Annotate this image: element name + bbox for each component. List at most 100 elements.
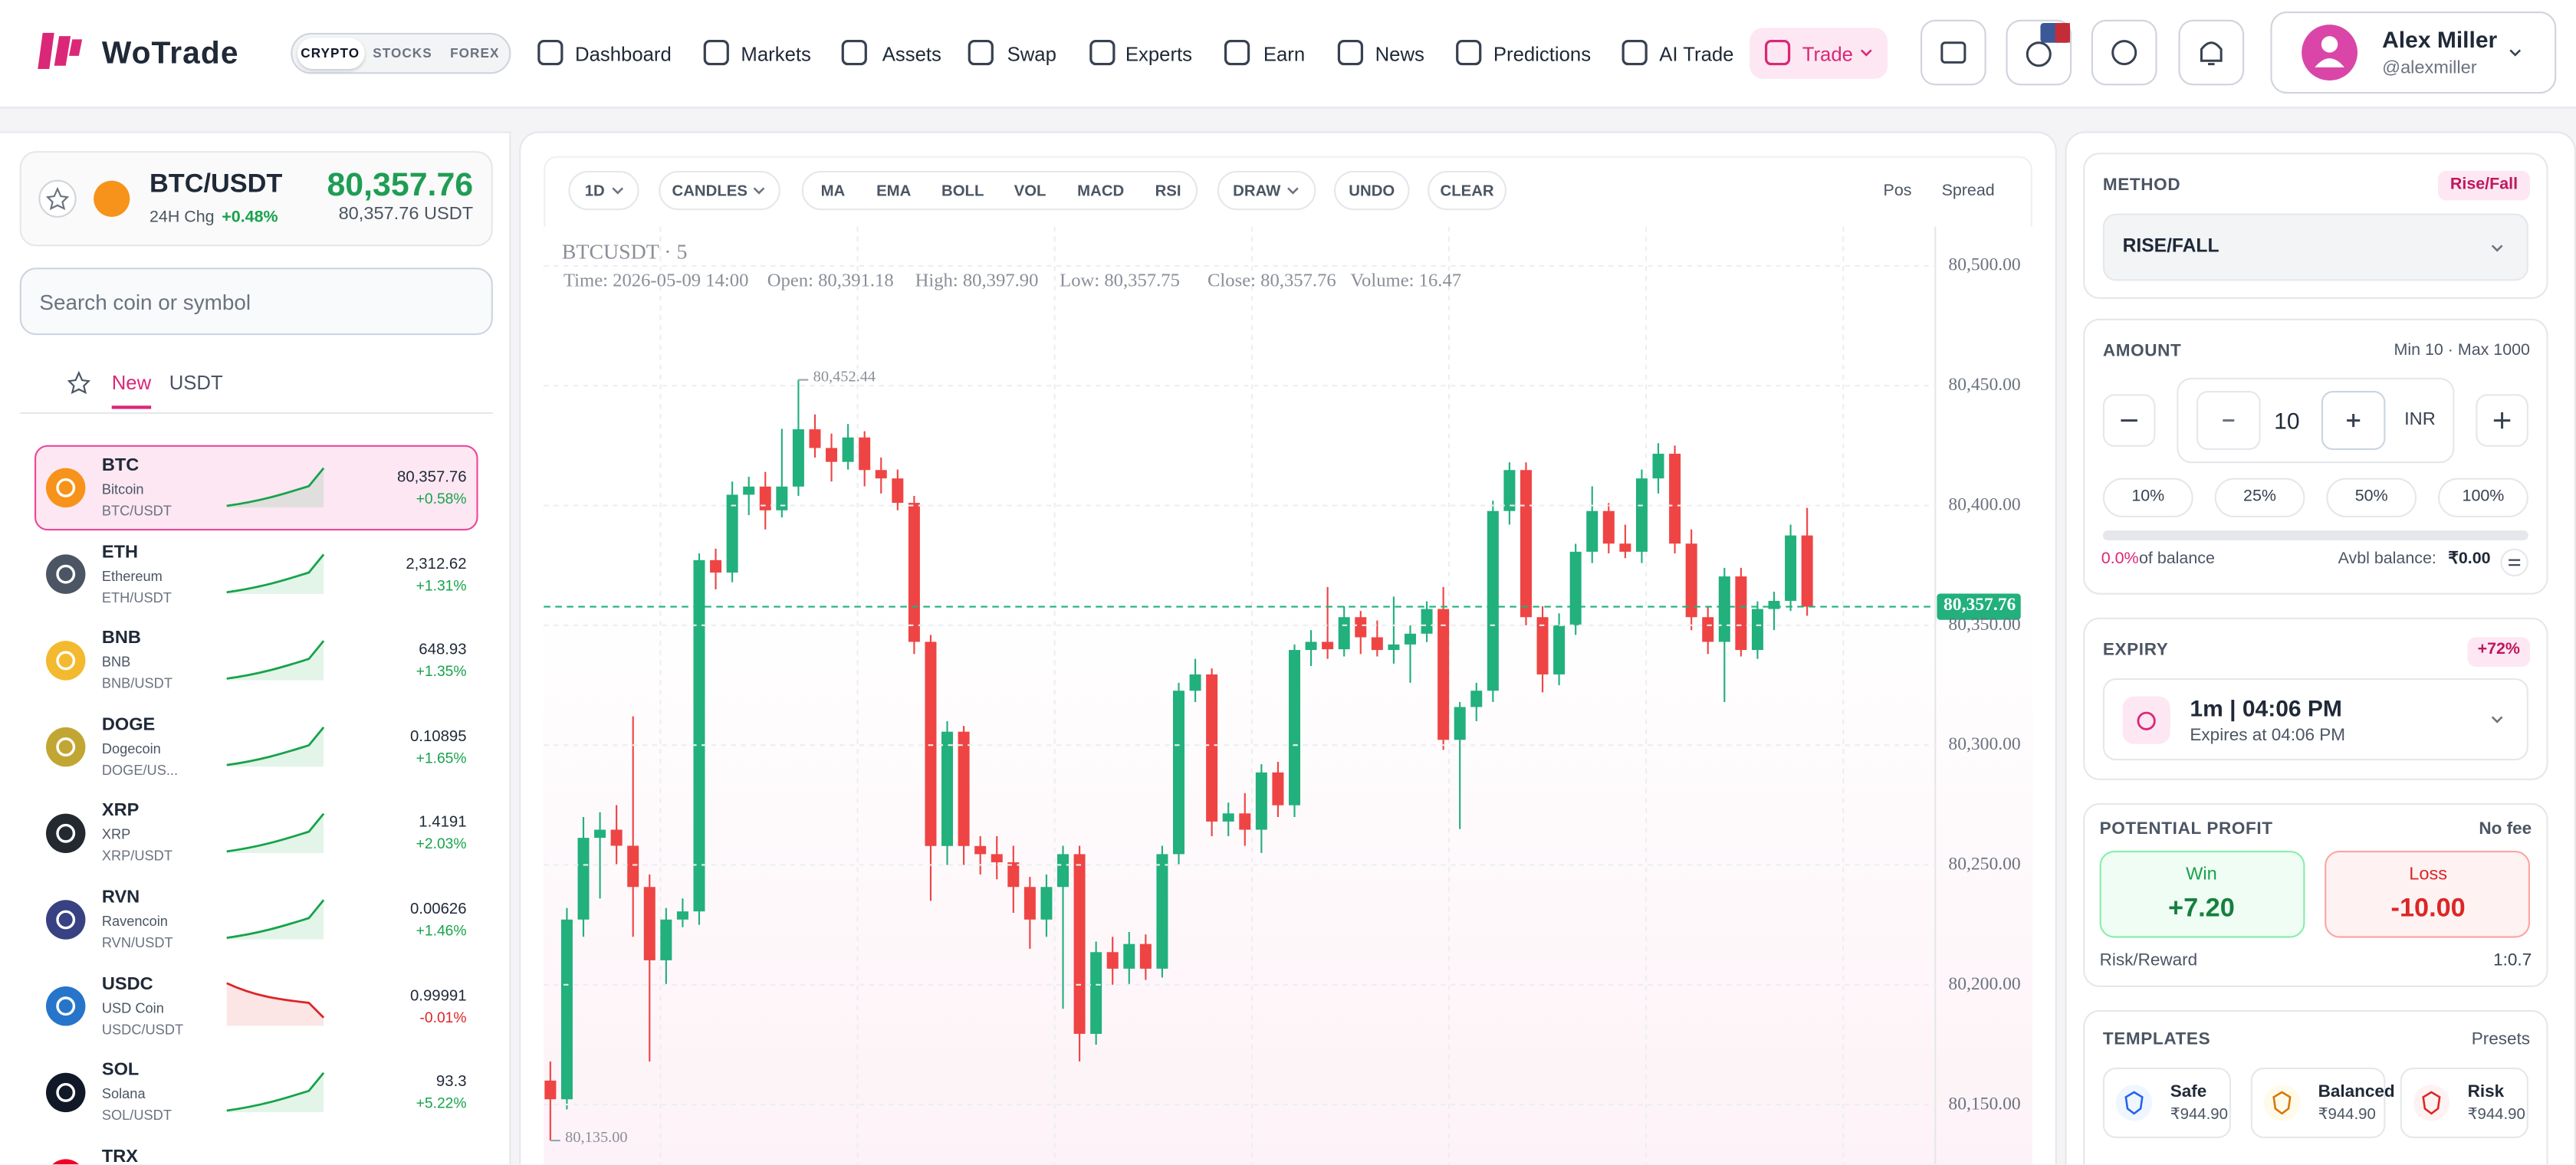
change-label: 24H Chg	[150, 208, 215, 227]
percent-button[interactable]	[2326, 477, 2417, 517]
toolbar-button[interactable]	[1217, 170, 1316, 211]
chart-area	[544, 226, 2032, 1165]
y-tick-label: 80,400.00	[1948, 494, 2021, 515]
balance-slider[interactable]	[2102, 530, 2528, 540]
nav-link[interactable]: Predictions	[1493, 41, 1592, 65]
expiry-select[interactable]	[2102, 678, 2528, 761]
indicator[interactable]: MA	[820, 182, 846, 200]
coin-pair: ETH/USDT	[101, 588, 172, 605]
method-select[interactable]	[2102, 213, 2528, 281]
template-card[interactable]	[2400, 1067, 2528, 1138]
percent-button[interactable]	[2438, 477, 2528, 517]
list-tab[interactable]: New	[111, 371, 152, 395]
coin-pair: USDC/USDT	[101, 1020, 184, 1037]
template-card[interactable]	[2250, 1067, 2386, 1138]
nav-link[interactable]: Experts	[1125, 41, 1193, 65]
coin-pair: SOL/USDT	[101, 1107, 172, 1124]
toolbar-button[interactable]	[1428, 170, 1506, 211]
search-placeholder[interactable]: Search coin or symbol	[39, 290, 251, 315]
trade-card	[2083, 318, 2548, 595]
search-input[interactable]	[19, 267, 493, 336]
plus-button[interactable]	[2476, 394, 2528, 447]
toolbar-label[interactable]: CANDLES	[672, 182, 748, 200]
method-value[interactable]: RISE/FALL	[2122, 237, 2220, 257]
swap-button[interactable]	[2500, 548, 2528, 577]
toolbar-button[interactable]	[568, 170, 639, 211]
nav-link[interactable]: News	[1375, 41, 1424, 65]
market-tab-active[interactable]	[297, 38, 365, 69]
y-tick-label: 80,300.00	[1948, 734, 2021, 754]
amount-value[interactable]: 10	[2274, 407, 2300, 434]
market-tab[interactable]: CRYPTO	[301, 44, 360, 61]
coin-pair: DOGE/US...	[101, 761, 179, 778]
toolbar-label[interactable]: Spread	[1941, 182, 1995, 201]
loss-label: Loss	[2409, 865, 2448, 884]
indicator[interactable]: RSI	[1155, 182, 1181, 200]
indicator[interactable]: MACD	[1077, 182, 1125, 200]
change: +0.48%	[222, 208, 278, 227]
icon-button[interactable]	[2091, 19, 2157, 86]
nav-link[interactable]: AI Trade	[1659, 41, 1734, 65]
nav-link[interactable]: Swap	[1007, 41, 1056, 65]
selected-row[interactable]	[34, 445, 478, 531]
nav-link[interactable]: Dashboard	[575, 41, 672, 65]
trade-card	[2083, 1009, 2548, 1165]
expiry-time[interactable]: 1m | 04:06 PM	[2190, 694, 2342, 721]
list-tab[interactable]: USDT	[169, 371, 223, 395]
price-usdt: 80,357.76 USDT	[338, 204, 474, 225]
chart-info: Volume: 16.47	[1350, 271, 1462, 291]
step-minus[interactable]	[2196, 390, 2261, 451]
toolbar-label[interactable]: CLEAR	[1440, 182, 1494, 200]
coin-price: 2,312.62	[406, 554, 467, 573]
pair-card	[19, 151, 493, 247]
coin-name: Bitcoin	[101, 481, 144, 497]
coin-name: Dogecoin	[101, 740, 161, 756]
coin-symbol: BNB	[101, 628, 141, 648]
coin-price: 0.00626	[409, 900, 467, 919]
coin-name: Ravencoin	[101, 912, 168, 930]
indicator[interactable]: VOL	[1014, 182, 1046, 200]
icon-button[interactable]	[2006, 19, 2072, 86]
toolbar-button[interactable]	[801, 170, 1198, 211]
market-tab[interactable]: STOCKS	[373, 44, 432, 61]
toolbar-button[interactable]	[1334, 170, 1410, 211]
indicator[interactable]: EMA	[876, 182, 912, 200]
market-tab[interactable]: FOREX	[450, 44, 500, 61]
chart-info: Low: 80,357.75	[1060, 271, 1180, 291]
percent-button[interactable]	[2102, 477, 2193, 517]
toolbar-label[interactable]: UNDO	[1349, 182, 1395, 200]
indicator[interactable]: BOLL	[941, 182, 984, 200]
coin-symbol: BTC	[101, 455, 140, 476]
template-card[interactable]	[2102, 1067, 2231, 1138]
amount-box	[2177, 377, 2455, 464]
user-handle: @alexmiller	[2382, 58, 2477, 78]
y-tick-label: 80,250.00	[1948, 854, 2021, 875]
step-plus[interactable]	[2321, 390, 2386, 451]
icon-button[interactable]	[1921, 19, 1986, 86]
percent-button[interactable]	[2214, 477, 2305, 517]
template-name: Balanced	[2318, 1081, 2395, 1102]
coin-name: BNB	[101, 653, 131, 671]
minus-button[interactable]	[2102, 394, 2156, 447]
nav-link[interactable]: Assets	[882, 41, 941, 65]
presets-link[interactable]: Presets	[2471, 1029, 2530, 1049]
percent-label[interactable]: 50%	[2354, 487, 2388, 506]
coin-change: +1.65%	[416, 749, 467, 766]
y-tick-label: 80,150.00	[1948, 1094, 2021, 1114]
chart-info: Time: 2026-05-09 14:00	[564, 271, 749, 291]
coin-symbol: DOGE	[101, 714, 156, 735]
percent-label[interactable]: 100%	[2462, 487, 2505, 506]
nav-link[interactable]: Markets	[741, 41, 811, 65]
chart-title: BTCUSDT · 5	[561, 238, 688, 264]
template-amount: ₹944.90	[2318, 1105, 2376, 1124]
nav-link[interactable]: Earn	[1263, 41, 1306, 65]
percent-label[interactable]: 25%	[2243, 487, 2276, 506]
toolbar-label[interactable]: DRAW	[1233, 182, 1281, 200]
toolbar-label[interactable]: 1D	[584, 182, 605, 200]
icon-button[interactable]	[2178, 19, 2245, 86]
percent-label[interactable]: 10%	[2131, 487, 2165, 506]
nav-link[interactable]: Trade	[1802, 41, 1853, 65]
coin-symbol: TRX	[101, 1147, 138, 1165]
toolbar-label[interactable]: Pos	[1883, 182, 1912, 201]
logo: WoTrade	[101, 37, 239, 72]
